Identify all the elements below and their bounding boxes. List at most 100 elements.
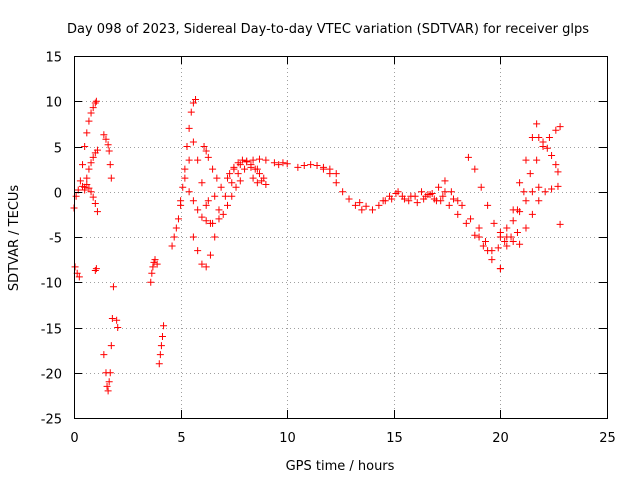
series-arc06 <box>91 265 100 274</box>
x-tick-label: 25 <box>599 431 616 446</box>
data-point <box>75 273 83 281</box>
series-arc05 <box>81 181 101 216</box>
data-point <box>114 324 122 331</box>
series-arc22 <box>249 174 270 189</box>
x-tick-label: 20 <box>492 431 509 446</box>
data-point <box>236 177 244 185</box>
data-point <box>332 170 340 178</box>
x-tick-label: 5 <box>177 431 185 446</box>
data-point <box>516 240 524 248</box>
series-arc11 <box>147 256 161 286</box>
y-tick-label: -10 <box>41 277 62 292</box>
data-point <box>375 201 383 209</box>
y-tick-label: 10 <box>45 96 62 111</box>
data-point <box>255 170 263 178</box>
data-point <box>170 233 178 241</box>
data-point <box>400 195 408 203</box>
data-point <box>488 256 496 264</box>
data-point <box>503 233 511 241</box>
y-tick-label: -5 <box>49 232 62 247</box>
data-point <box>454 210 462 218</box>
data-point <box>513 206 521 214</box>
data-point <box>79 161 87 169</box>
series-arc21 <box>226 156 268 182</box>
data-point <box>554 182 562 190</box>
data-point <box>174 215 182 223</box>
series-arc10 <box>113 316 122 331</box>
x-tick-labels: 0 5 10 15 20 25 <box>70 431 615 446</box>
data-point <box>449 195 457 203</box>
data-point <box>194 206 202 214</box>
data-point <box>368 206 376 214</box>
data-point <box>475 224 483 232</box>
data-point <box>157 342 165 350</box>
data-point <box>441 188 449 196</box>
data-point <box>202 147 210 155</box>
data-point <box>85 117 93 125</box>
series-arc13 <box>168 95 200 250</box>
data-point <box>211 233 219 241</box>
data-point <box>83 181 91 189</box>
data-point <box>100 131 108 139</box>
data-point <box>91 99 99 107</box>
data-point <box>177 197 185 205</box>
data-point <box>307 161 315 169</box>
data-point <box>488 247 496 255</box>
series-arc30 <box>437 197 504 273</box>
data-point <box>85 184 93 192</box>
series-arc03 <box>79 97 100 169</box>
data-point <box>219 210 227 218</box>
data-points <box>70 95 564 395</box>
data-point <box>158 333 166 341</box>
data-point <box>543 144 551 152</box>
data-point <box>556 123 564 131</box>
data-point <box>413 199 421 207</box>
data-point <box>535 197 543 205</box>
data-point <box>194 247 202 255</box>
data-point <box>109 283 117 291</box>
series-arc16 <box>185 188 214 227</box>
data-point <box>503 242 511 250</box>
data-point <box>234 159 242 167</box>
data-point <box>185 124 193 132</box>
data-point <box>92 97 100 105</box>
data-point <box>539 138 547 146</box>
data-point <box>89 193 97 201</box>
data-point <box>351 201 359 209</box>
x-axis-label: GPS time / hours <box>286 459 395 474</box>
series-arc36 <box>496 120 541 273</box>
data-point <box>209 219 217 227</box>
data-point <box>104 141 112 149</box>
series-arc02 <box>71 263 83 281</box>
data-point <box>100 351 108 359</box>
data-point <box>81 143 89 150</box>
data-point <box>552 126 560 134</box>
data-point <box>198 179 206 187</box>
data-point <box>458 201 466 209</box>
data-point <box>238 156 246 164</box>
data-point <box>89 153 97 161</box>
data-point <box>87 188 95 196</box>
data-point <box>386 192 394 200</box>
data-point <box>422 192 430 200</box>
data-point <box>439 192 447 200</box>
series-arc01 <box>70 177 87 212</box>
data-point <box>275 161 283 169</box>
data-point <box>215 206 223 214</box>
data-point <box>251 165 259 173</box>
data-point <box>435 183 443 191</box>
data-point <box>249 174 257 182</box>
data-point <box>339 188 347 196</box>
data-point <box>471 165 479 173</box>
data-point <box>533 156 541 164</box>
series-arc32 <box>464 153 511 250</box>
data-point <box>407 192 415 200</box>
data-point <box>522 156 530 164</box>
data-point <box>234 170 242 178</box>
data-point <box>477 183 485 191</box>
data-point <box>187 108 195 116</box>
data-point <box>189 138 197 146</box>
series-arc28 <box>394 188 447 207</box>
data-point <box>313 162 321 170</box>
series-arc38 <box>535 133 562 176</box>
